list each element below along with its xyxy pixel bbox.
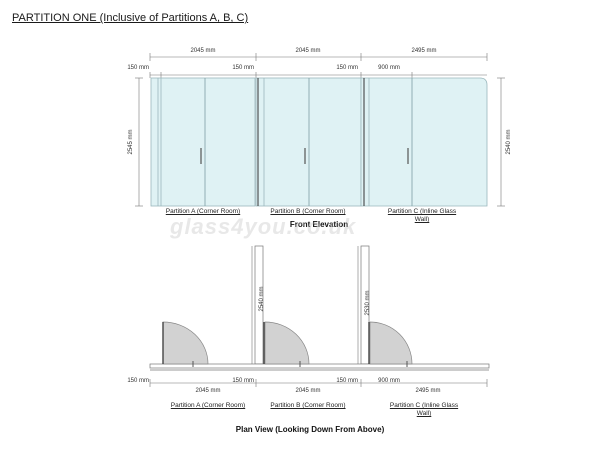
plan-side-dim-3: 150 mm — [336, 378, 358, 384]
door-swing-b — [264, 321, 310, 365]
elevation-dim-a: 2045 mm — [190, 48, 216, 54]
door-swing-a — [162, 321, 209, 365]
elevation-sub-dim-3: 150 mm — [336, 65, 358, 71]
elevation-sub-dim-2: 150 mm — [232, 65, 254, 71]
watermark: glass4you.co.uk — [170, 214, 357, 239]
elevation-top-dimension — [149, 53, 488, 78]
plan-wall-height-dimensions — [251, 246, 359, 364]
plan-side-dim-1: 150 mm — [127, 378, 149, 384]
elevation-sub-dim-1: 150 mm — [127, 65, 149, 71]
door-swing-c — [369, 321, 413, 365]
front-elevation-caption: Front Elevation — [289, 220, 349, 229]
plan-wall-height-b: 2540 mm — [259, 286, 265, 312]
elevation-partition-b — [255, 77, 362, 207]
elevation-label-c: Partition C (Inline Glass Wall) — [387, 208, 457, 224]
plan-door-swings — [162, 321, 413, 365]
plan-view-caption: Plan View (Looking Down From Above) — [235, 425, 385, 434]
elevation-height-dimensions — [135, 77, 505, 207]
elevation-sub-dim-4: 900 mm — [378, 65, 400, 71]
plan-dim-a: 2045 mm — [195, 388, 221, 394]
plan-bottom-dimension — [149, 379, 488, 387]
elevation-label-b: Partition B (Corner Room) — [270, 208, 346, 215]
plan-label-c: Partition C (Inline Glass Wall) — [389, 402, 459, 418]
elevation-dim-b: 2045 mm — [295, 48, 321, 54]
plan-dim-b: 2045 mm — [295, 388, 321, 394]
plan-handles — [192, 361, 408, 367]
elevation-dim-c: 2495 mm — [411, 48, 437, 54]
elevation-partition-a — [150, 77, 256, 207]
plan-side-dim-2: 150 mm — [232, 378, 254, 384]
plan-jambs — [162, 322, 370, 364]
plan-wall-height-c: 2530 mm — [365, 290, 371, 316]
plan-dim-c: 2495 mm — [415, 388, 441, 394]
plan-label-a: Partition A (Corner Room) — [170, 402, 246, 409]
elevation-label-a: Partition A (Corner Room) — [165, 208, 241, 215]
plan-walls — [149, 245, 490, 371]
plan-side-dim-4: 900 mm — [378, 378, 400, 384]
elevation-height-right: 2540 mm — [506, 129, 512, 155]
drawing-title: PARTITION ONE (Inclusive of Partitions A… — [12, 12, 249, 24]
elevation-height-left: 2545 mm — [128, 129, 134, 155]
elevation-partition-c — [360, 77, 488, 207]
plan-label-b: Partition B (Corner Room) — [270, 402, 346, 409]
